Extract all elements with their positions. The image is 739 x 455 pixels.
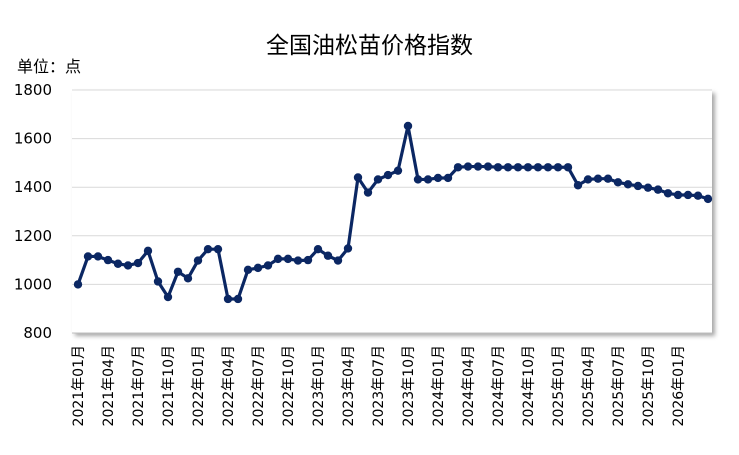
data-point: [223, 294, 233, 304]
data-point: [673, 190, 683, 200]
x-tick-label: 2022年10月: [281, 345, 297, 426]
data-point: [513, 163, 523, 172]
data-point: [443, 173, 453, 183]
chart-title: 全国油松苗价格指数: [266, 33, 473, 59]
x-tick-label: 2021年10月: [161, 345, 177, 426]
y-tick-label: 800: [23, 324, 52, 342]
data-point: [73, 280, 83, 289]
data-point: [363, 188, 373, 197]
data-point: [653, 185, 663, 194]
data-point: [603, 174, 613, 183]
data-point: [113, 259, 123, 268]
data-point: [493, 163, 503, 172]
data-point: [323, 251, 333, 260]
data-point: [333, 256, 343, 265]
x-tick-label: 2021年07月: [131, 345, 147, 426]
x-tick-label: 2023年07月: [371, 345, 387, 426]
data-point: [433, 173, 443, 183]
data-point: [383, 170, 393, 180]
y-tick-label: 1400: [14, 178, 52, 196]
data-point: [103, 255, 113, 265]
x-tick-label: 2023年01月: [311, 345, 327, 426]
data-point: [693, 191, 703, 200]
y-tick-label: 1000: [14, 275, 52, 293]
data-point: [283, 254, 293, 264]
data-point: [543, 163, 553, 172]
x-tick-label: 2021年04月: [101, 345, 117, 426]
data-point: [143, 246, 153, 256]
data-point: [123, 261, 133, 270]
x-tick-label: 2022年07月: [251, 345, 267, 426]
data-point: [593, 174, 603, 183]
data-point: [663, 189, 673, 198]
data-point: [403, 121, 413, 131]
x-tick-label: 2025年10月: [641, 345, 657, 426]
y-tick-label: 1800: [14, 81, 52, 99]
data-point: [93, 252, 103, 261]
data-point: [703, 194, 713, 204]
data-point: [503, 163, 513, 172]
data-point: [453, 163, 463, 172]
y-tick-label: 1600: [14, 130, 52, 148]
data-point: [133, 258, 143, 268]
data-point: [553, 163, 563, 172]
data-point: [643, 183, 653, 192]
x-tick-label: 2026年01月: [671, 345, 687, 426]
data-point: [163, 292, 173, 302]
data-point: [373, 175, 383, 184]
x-tick-label: 2024年01月: [431, 345, 447, 426]
x-tick-label: 2022年04月: [221, 345, 237, 426]
x-tick-label: 2023年04月: [341, 345, 357, 426]
data-point: [623, 180, 633, 189]
unit-label: 单位：点: [17, 57, 82, 76]
x-tick-label: 2024年04月: [461, 345, 477, 426]
x-tick-label: 2025年04月: [581, 345, 597, 426]
data-point: [423, 175, 433, 184]
data-point: [563, 163, 573, 172]
y-tick-label: 1200: [14, 227, 52, 245]
data-point: [573, 181, 583, 190]
data-point: [213, 244, 223, 254]
data-point: [273, 254, 283, 264]
plot-area: [72, 90, 712, 333]
x-tick-label: 2024年10月: [521, 345, 537, 426]
data-point: [413, 175, 423, 184]
data-point: [233, 294, 243, 304]
data-point: [683, 190, 693, 200]
x-tick-label: 2025年01月: [551, 345, 567, 426]
data-point: [463, 162, 473, 171]
data-point: [203, 244, 213, 254]
series-line: [76, 124, 709, 301]
data-point: [83, 252, 93, 261]
data-point: [293, 256, 303, 265]
x-tick-label: 2021年01月: [71, 345, 87, 426]
data-point: [353, 173, 363, 182]
data-point: [243, 265, 253, 275]
data-point: [183, 274, 193, 283]
data-point: [253, 263, 263, 273]
data-point: [393, 166, 403, 175]
x-tick-label: 2025年07月: [611, 345, 627, 426]
data-point: [483, 162, 493, 171]
data-point: [303, 255, 313, 265]
x-tick-label: 2024年07月: [491, 345, 507, 426]
x-tick-label: 2022年01月: [191, 345, 207, 426]
data-point: [473, 162, 483, 171]
data-point: [583, 175, 593, 184]
data-point: [313, 244, 323, 254]
data-point: [263, 261, 273, 270]
data-point: [193, 256, 203, 265]
data-point: [153, 277, 163, 286]
data-point: [633, 181, 643, 191]
data-point: [533, 163, 543, 172]
data-point: [523, 163, 533, 172]
data-point: [343, 244, 353, 253]
x-tick-label: 2023年10月: [401, 345, 417, 426]
data-point: [173, 267, 183, 276]
data-point: [613, 178, 623, 187]
